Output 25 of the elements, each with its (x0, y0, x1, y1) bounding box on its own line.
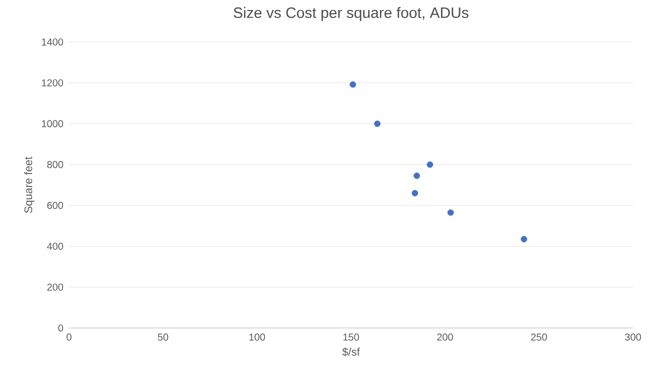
x-tick-label: 100 (249, 334, 265, 341)
chart-title: Size vs Cost per square foot, ADUs (234, 7, 468, 21)
x-tick-label: 150 (343, 334, 359, 341)
point (447, 209, 454, 216)
x-tick-label: 250 (531, 334, 547, 341)
point (350, 81, 356, 88)
x-tick-label: 0 (66, 334, 72, 341)
y-tick-label: 600 (47, 202, 64, 209)
point (426, 161, 434, 168)
point (412, 190, 418, 196)
y-tick-label: 800 (47, 161, 64, 168)
y-tick-label: 1400 (42, 38, 64, 46)
point (520, 236, 528, 242)
x-tick-label: 300 (625, 334, 641, 341)
y-tick-label: 200 (47, 284, 64, 291)
x-tick-label: 200 (437, 334, 453, 341)
y-axis-title: Square feet (24, 156, 34, 213)
y-tick-label: 400 (47, 242, 64, 250)
point (414, 172, 420, 180)
x-axis-title: $/sf (342, 347, 360, 356)
point (374, 120, 381, 127)
y-tick-label: 1000 (42, 120, 64, 128)
y-tick-label: 0 (58, 324, 64, 332)
x-tick-label: 50 (158, 334, 168, 341)
y-tick-label: 1200 (42, 79, 64, 86)
